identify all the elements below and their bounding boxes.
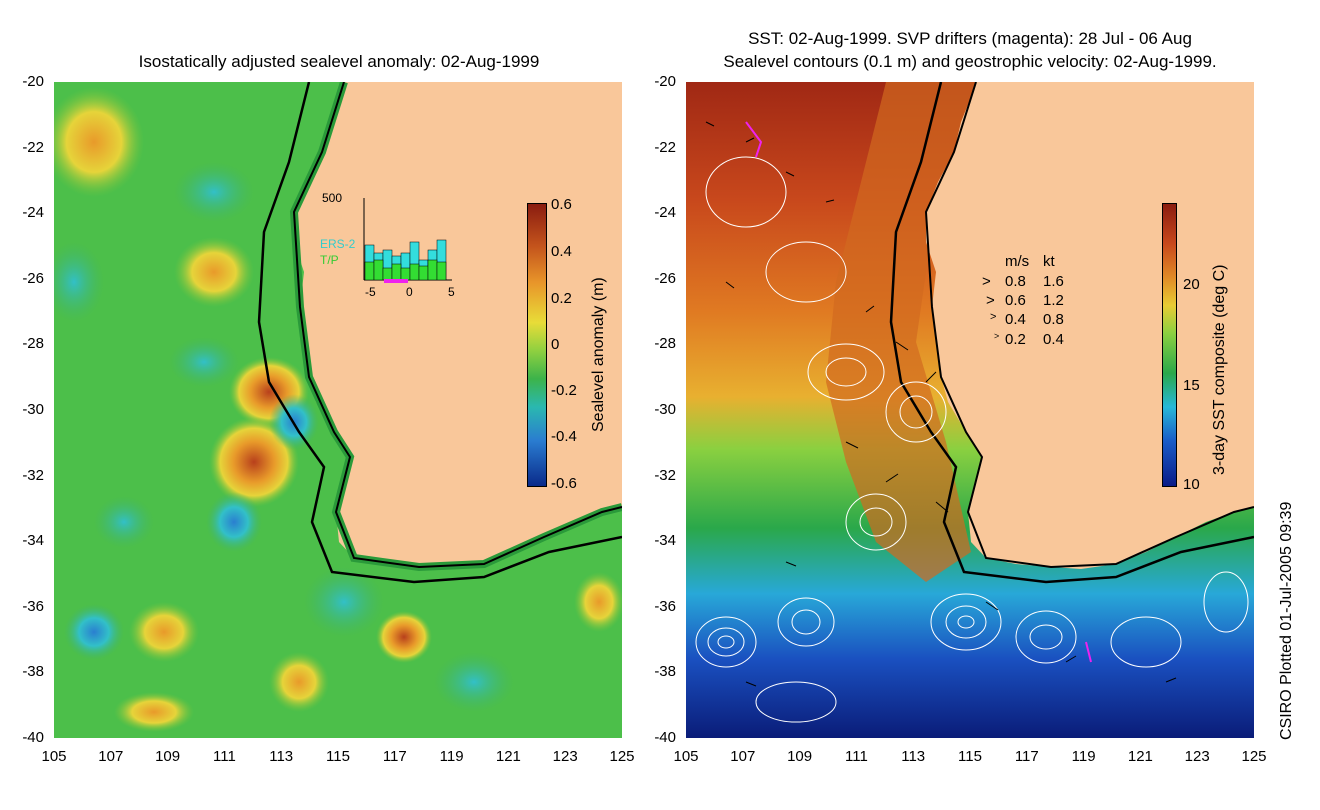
y-tick-label: -24 bbox=[654, 204, 676, 222]
y-tick-label: -40 bbox=[22, 729, 44, 746]
sl-cb-tick: 0.2 bbox=[551, 290, 572, 307]
y-tick-label: -28 bbox=[22, 335, 44, 353]
x-tick-label: 105 bbox=[41, 748, 67, 765]
x-tick-label: 113 bbox=[269, 748, 294, 765]
inset-legend-tp: T/P bbox=[320, 253, 339, 267]
y-tick-label: -22 bbox=[22, 138, 44, 156]
y-tick-label: -38 bbox=[654, 663, 676, 681]
y-tick-label: -20 bbox=[654, 73, 676, 90]
x-tick-label: 105 bbox=[673, 748, 699, 765]
sst-cb-tick: 15 bbox=[1183, 377, 1200, 394]
inset-window-marker bbox=[384, 279, 408, 283]
sl-cb-tick: 0.6 bbox=[551, 196, 572, 213]
sst-colorbar-label: 3-day SST composite (deg C) bbox=[1211, 264, 1228, 475]
y-tick-label: -40 bbox=[654, 729, 676, 746]
vel-legend-arrow-icon: > bbox=[982, 273, 991, 290]
inset-xtick: 5 bbox=[448, 285, 455, 299]
x-tick-label: 121 bbox=[1127, 748, 1153, 765]
isobath-contour bbox=[889, 81, 1255, 584]
sealevel-contours bbox=[695, 156, 1249, 723]
vel-legend-header-ms: m/s bbox=[1005, 253, 1030, 270]
velocity-vectors bbox=[705, 121, 1177, 687]
y-tick-label: -32 bbox=[22, 466, 44, 484]
sst-cb-tick: 20 bbox=[1183, 276, 1200, 293]
vel-legend-ms: 0.6 bbox=[1005, 292, 1026, 309]
x-tick-label: 109 bbox=[155, 748, 181, 765]
sealevel-colorbar bbox=[527, 203, 547, 487]
sst-cb-tick: 10 bbox=[1183, 476, 1200, 493]
x-tick-label: 119 bbox=[1071, 748, 1096, 765]
vel-legend-kt: 1.6 bbox=[1043, 273, 1064, 290]
left-panel-title: Isostatically adjusted sealevel anomaly:… bbox=[138, 52, 540, 71]
y-tick-label: -30 bbox=[654, 401, 676, 418]
inset-xtick: 0 bbox=[406, 285, 413, 299]
y-tick-label: -34 bbox=[654, 532, 676, 550]
inset-bars bbox=[364, 239, 447, 281]
right-panel-title-line2: Sealevel contours (0.1 m) and geostrophi… bbox=[723, 52, 1217, 71]
inset-ymax-label: 500 bbox=[322, 191, 343, 205]
x-tick-label: 119 bbox=[439, 748, 464, 765]
right-panel-title-line1: SST: 02-Aug-1999. SVP drifters (magenta)… bbox=[748, 29, 1192, 48]
x-tick-label: 113 bbox=[901, 748, 926, 765]
x-tick-label: 121 bbox=[495, 748, 521, 765]
vel-legend-arrow-icon: > bbox=[986, 292, 995, 309]
vel-legend-ms: 0.4 bbox=[1005, 311, 1026, 328]
coastline bbox=[924, 81, 1255, 569]
y-tick-label: -26 bbox=[22, 269, 44, 287]
drifter-track bbox=[745, 121, 763, 158]
x-tick-label: 125 bbox=[1241, 748, 1267, 765]
inset-legend-ers2: ERS-2 bbox=[320, 237, 356, 251]
y-tick-label: -20 bbox=[22, 73, 44, 90]
x-tick-label: 115 bbox=[326, 748, 350, 765]
x-tick-label: 117 bbox=[1014, 748, 1039, 765]
y-tick-label: -26 bbox=[654, 269, 676, 287]
vel-legend-ms: 0.8 bbox=[1005, 273, 1026, 290]
y-tick-label: -36 bbox=[654, 597, 676, 615]
x-tick-label: 117 bbox=[382, 748, 407, 765]
x-tick-label: 123 bbox=[552, 748, 578, 765]
y-tick-label: -22 bbox=[654, 138, 676, 156]
y-tick-label: -38 bbox=[22, 663, 44, 681]
x-tick-label: 109 bbox=[787, 748, 813, 765]
vel-legend-arrow-icon: > bbox=[994, 331, 1000, 341]
y-tick-label: -28 bbox=[654, 335, 676, 353]
x-tick-label: 115 bbox=[958, 748, 982, 765]
inset-xtick: -5 bbox=[365, 285, 376, 299]
vel-legend-kt: 0.4 bbox=[1043, 331, 1064, 348]
x-tick-label: 123 bbox=[1184, 748, 1210, 765]
vel-legend-ms: 0.2 bbox=[1005, 331, 1026, 348]
x-tick-label: 111 bbox=[212, 748, 236, 765]
isobath-contour bbox=[257, 81, 623, 584]
land-australia bbox=[926, 82, 1254, 569]
y-tick-label: -30 bbox=[22, 401, 44, 418]
vel-legend-kt: 1.2 bbox=[1043, 292, 1064, 309]
x-tick-label: 111 bbox=[844, 748, 868, 765]
sl-cb-tick: 0.4 bbox=[551, 243, 572, 260]
y-tick-label: -36 bbox=[22, 597, 44, 615]
satellite-inset-chart bbox=[362, 198, 454, 284]
vel-legend-header-kt: kt bbox=[1043, 253, 1055, 270]
x-tick-label: 107 bbox=[98, 748, 124, 765]
y-tick-label: -24 bbox=[22, 204, 44, 222]
sl-cb-tick: -0.6 bbox=[551, 475, 577, 492]
vel-legend-arrow-icon: > bbox=[990, 311, 997, 323]
sst-colorbar bbox=[1162, 203, 1177, 487]
sl-colorbar-label: Sealevel anomaly (m) bbox=[590, 277, 607, 432]
sl-cb-tick: 0 bbox=[551, 336, 560, 353]
credit-label: CSIRO Plotted 01-Jul-2005 09:39 bbox=[1278, 501, 1295, 740]
sl-cb-tick: -0.2 bbox=[551, 382, 577, 399]
x-tick-label: 107 bbox=[730, 748, 756, 765]
sl-cb-tick: -0.4 bbox=[551, 428, 577, 445]
x-tick-label: 125 bbox=[609, 748, 635, 765]
y-tick-label: -32 bbox=[654, 466, 676, 484]
y-tick-label: -34 bbox=[22, 532, 44, 550]
coastline bbox=[292, 81, 623, 569]
vel-legend-kt: 0.8 bbox=[1043, 311, 1064, 328]
drifter-track bbox=[1085, 641, 1092, 663]
